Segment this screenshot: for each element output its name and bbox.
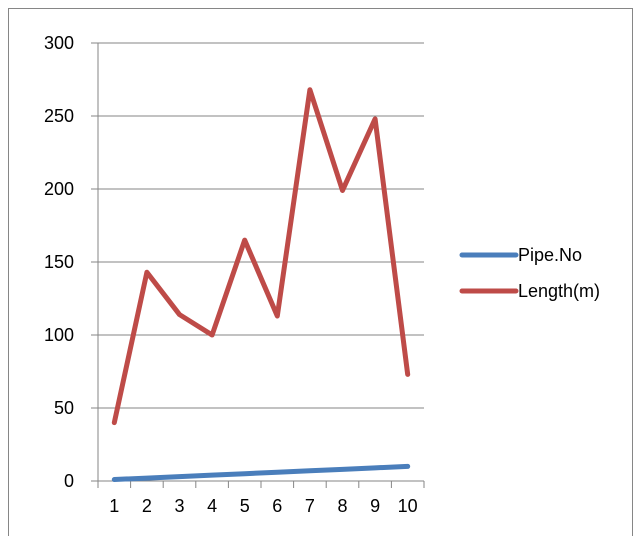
axes [91,42,425,488]
y-tick-label: 200 [44,179,74,199]
y-tick-label: 150 [44,252,74,272]
x-tick-label: 1 [109,496,119,516]
series-lines [111,87,411,483]
y-tick-label: 300 [44,33,74,53]
x-tick-label: 7 [305,496,315,516]
x-tick-label: 8 [337,496,347,516]
y-tick-label: 100 [44,325,74,345]
y-tick-label: 50 [54,398,74,418]
x-tick-label: 10 [398,496,418,516]
y-tick-labels: 0 50 100 150 200 250 300 [44,33,74,491]
legend: Pipe.No Length(m) [459,245,600,301]
x-tick-label: 5 [240,496,250,516]
y-tick-label: 0 [64,471,74,491]
x-tick-label: 9 [370,496,380,516]
y-tick-label: 250 [44,106,74,126]
legend-label: Pipe.No [518,245,582,265]
x-tick-label: 6 [272,496,282,516]
series-line-length-m [111,87,411,426]
legend-label: Length(m) [518,281,600,301]
x-tick-label: 4 [207,496,217,516]
x-tick-label: 2 [142,496,152,516]
series-line-pipe-no [111,463,411,483]
chart-frame [8,8,633,536]
x-tick-labels: 1 2 3 4 5 6 7 8 9 10 [109,496,417,516]
x-tick-label: 3 [174,496,184,516]
gridlines [98,42,424,409]
